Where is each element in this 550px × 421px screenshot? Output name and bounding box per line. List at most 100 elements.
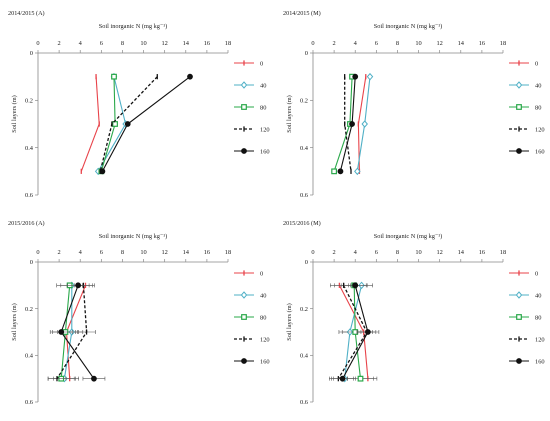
x-tick-label: 10	[140, 249, 146, 256]
x-axis-title: Soil inorganic N (mg kg⁻¹)	[374, 23, 442, 30]
data-point	[516, 104, 522, 110]
x-tick-label: 12	[436, 249, 442, 256]
legend-item: 80	[509, 314, 541, 321]
data-point	[352, 282, 359, 289]
x-tick-label: 2	[58, 249, 61, 256]
data-point	[337, 168, 344, 175]
legend-item: 160	[234, 148, 270, 155]
x-tick-label: 4	[79, 249, 83, 256]
x-tick-label: 8	[121, 40, 124, 47]
y-tick-label: 0.4	[300, 145, 309, 152]
x-tick-label: 4	[354, 40, 358, 47]
legend-label: 0	[260, 270, 263, 277]
legend-label: 160	[260, 358, 270, 365]
y-tick-label: 0.6	[300, 399, 308, 406]
y-tick-label: 0.2	[300, 98, 308, 105]
x-tick-label: 2	[58, 40, 61, 47]
x-tick-label: 14	[183, 249, 190, 256]
x-tick-label: 2	[333, 249, 336, 256]
data-point	[366, 72, 374, 81]
x-tick-label: 6	[100, 40, 103, 47]
legend-label: 120	[535, 126, 545, 133]
x-tick-label: 6	[375, 40, 378, 47]
x-tick-label: 14	[458, 249, 465, 256]
data-point	[58, 329, 65, 335]
legend-label: 160	[260, 148, 270, 155]
x-tick-label: 8	[396, 249, 399, 256]
data-point	[240, 291, 248, 299]
x-tick-label: 2	[333, 40, 336, 47]
data-point	[241, 148, 247, 154]
x-tick-label: 0	[36, 40, 39, 47]
series-40	[354, 72, 374, 176]
data-point	[516, 148, 522, 154]
y-tick-label: 0	[305, 259, 308, 266]
x-tick-label: 10	[415, 249, 421, 256]
data-point	[75, 282, 82, 289]
legend-item: 40	[509, 291, 541, 299]
legend-label: 80	[260, 104, 266, 111]
data-point	[516, 314, 522, 320]
y-axis-title: Soil layers (m)	[286, 303, 293, 340]
legend-label: 40	[535, 82, 541, 89]
y-tick-label: 0.6	[300, 192, 308, 199]
legend-item: 0	[509, 270, 538, 277]
data-point	[361, 120, 368, 128]
y-tick-label: 0.4	[25, 145, 34, 152]
series-160	[49, 282, 106, 382]
y-axis-title: Soil layers (m)	[11, 303, 18, 340]
x-axis-title: Soil inorganic N (mg kg⁻¹)	[99, 233, 167, 240]
y-tick-label: 0.2	[25, 306, 33, 313]
x-tick-label: 0	[311, 249, 314, 256]
legend-item: 40	[234, 81, 266, 89]
legend-label: 80	[260, 314, 266, 321]
x-tick-label: 0	[36, 249, 39, 256]
x-tick-label: 14	[458, 40, 465, 47]
data-point	[515, 81, 523, 89]
legend-item: 0	[234, 270, 263, 277]
x-axis-title: Soil inorganic N (mg kg⁻¹)	[99, 23, 167, 30]
x-tick-label: 10	[415, 40, 421, 47]
x-tick-label: 10	[140, 40, 146, 47]
legend-label: 160	[535, 358, 545, 365]
series-160	[337, 73, 359, 175]
legend-label: 0	[535, 60, 538, 67]
legend-item: 120	[234, 126, 270, 133]
x-tick-label: 18	[500, 249, 506, 256]
legend-label: 160	[535, 148, 545, 155]
x-tick-label: 8	[121, 249, 124, 256]
data-point	[331, 168, 338, 175]
data-point	[240, 81, 248, 89]
legend-label: 0	[260, 60, 263, 67]
panel-title: 2014/2015 (A)	[8, 10, 45, 17]
panel-title: 2015/2016 (M)	[283, 220, 321, 227]
data-point	[349, 121, 355, 127]
x-tick-label: 18	[500, 40, 506, 47]
legend-label: 40	[260, 82, 266, 89]
legend-label: 120	[260, 336, 270, 343]
legend-label: 80	[535, 314, 541, 321]
panel-title: 2014/2015 (M)	[283, 10, 321, 17]
y-tick-label: 0.6	[25, 192, 33, 199]
data-point	[354, 167, 361, 176]
x-tick-label: 16	[479, 40, 485, 47]
chart-panel: 2014/2015 (M) Soil inorganic N (mg kg⁻¹) 0…	[283, 10, 545, 199]
data-point	[515, 291, 523, 299]
data-point	[364, 329, 371, 335]
data-point	[352, 73, 359, 80]
legend-label: 0	[535, 270, 538, 277]
data-point	[112, 121, 118, 127]
chart-panel: 2015/2016 (A) Soil inorganic N (mg kg⁻¹) 0…	[8, 220, 270, 406]
y-tick-label: 0	[30, 50, 33, 57]
x-tick-label: 4	[354, 249, 358, 256]
x-tick-label: 16	[204, 249, 210, 256]
legend-item: 120	[509, 336, 545, 343]
x-tick-label: 12	[161, 249, 167, 256]
data-point	[357, 375, 364, 382]
series-line	[80, 76, 100, 172]
legend-label: 40	[535, 292, 541, 299]
x-tick-label: 8	[396, 40, 399, 47]
series-160	[99, 73, 193, 175]
data-point	[99, 168, 106, 175]
